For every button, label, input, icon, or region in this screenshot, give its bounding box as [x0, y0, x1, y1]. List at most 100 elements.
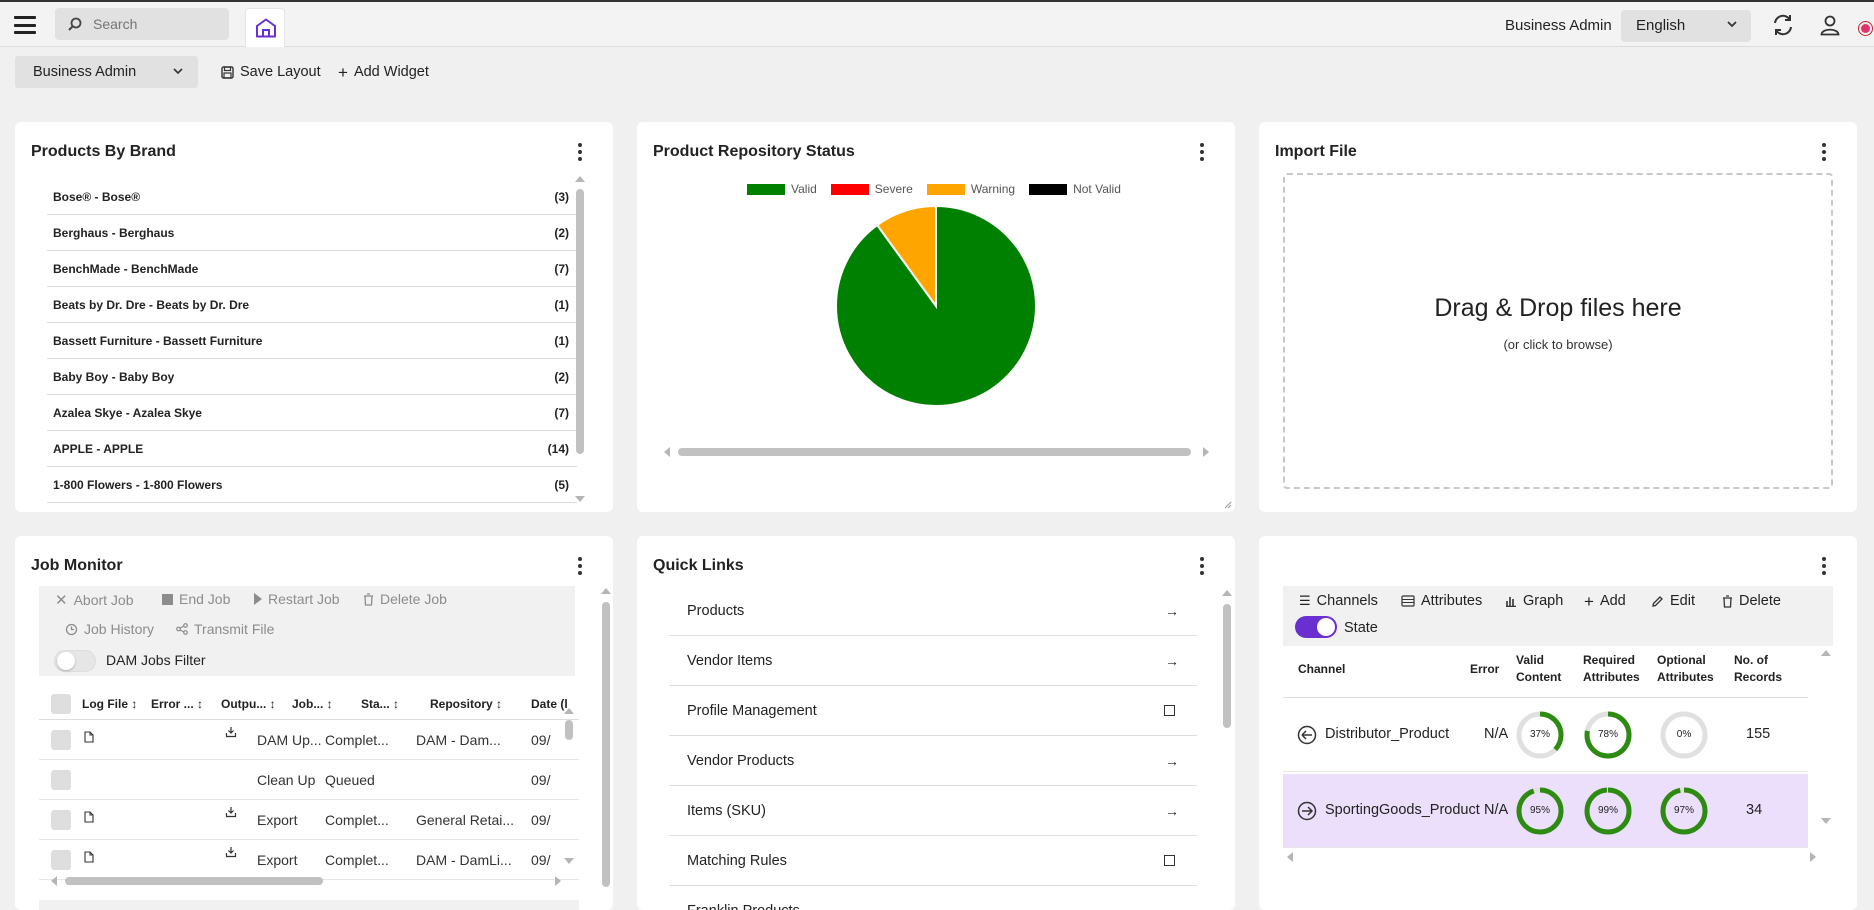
- row-checkbox[interactable]: [51, 770, 71, 790]
- file-icon[interactable]: [84, 811, 94, 823]
- row-checkbox[interactable]: [51, 810, 71, 830]
- vertical-scrollbar[interactable]: [564, 708, 574, 868]
- layout-select[interactable]: Business Admin: [15, 56, 198, 88]
- kebab-menu-icon[interactable]: [577, 557, 583, 578]
- minus-circle-icon[interactable]: [1297, 725, 1317, 745]
- vertical-scrollbar[interactable]: [1222, 590, 1232, 890]
- restart-job-button[interactable]: Restart Job: [254, 591, 340, 607]
- horizontal-scrollbar[interactable]: [664, 447, 1209, 457]
- table-row[interactable]: SportingGoods_Product N/A 95% 99% 97% 34: [1283, 774, 1808, 848]
- delete-button[interactable]: Delete: [1722, 593, 1781, 609]
- table-row[interactable]: DAM Up... Complet... DAM - Dam... 09/: [39, 720, 579, 760]
- column-header-date[interactable]: Date (l: [531, 697, 568, 711]
- file-dropzone[interactable]: Drag & Drop files here (or click to brow…: [1283, 173, 1833, 489]
- home-tab[interactable]: [245, 8, 285, 47]
- widget-vertical-scrollbar[interactable]: [601, 588, 611, 888]
- add-widget-button[interactable]: + Add Widget: [338, 64, 429, 81]
- add-button[interactable]: + Add: [1584, 593, 1626, 610]
- quick-link-item[interactable]: Franklin Products →: [669, 886, 1197, 910]
- attributes-button[interactable]: Attributes: [1401, 593, 1482, 609]
- scroll-up-arrow[interactable]: [601, 588, 611, 594]
- channels-button[interactable]: ☰ Channels: [1299, 593, 1378, 609]
- state-toggle[interactable]: [1295, 616, 1337, 638]
- search-input[interactable]: [93, 14, 223, 34]
- brand-list-item[interactable]: Beats by Dr. Dre - Beats by Dr. Dre (1): [47, 287, 577, 323]
- download-icon[interactable]: [225, 806, 237, 818]
- select-all-checkbox[interactable]: [51, 694, 71, 714]
- kebab-menu-icon[interactable]: [577, 143, 583, 164]
- brand-list-item[interactable]: Berghaus - Berghaus (2): [47, 215, 577, 251]
- scrollbar-thumb[interactable]: [576, 189, 584, 454]
- scroll-left-arrow[interactable]: [1287, 852, 1293, 862]
- quick-link-item[interactable]: Vendor Items →: [669, 636, 1197, 686]
- column-header-log-file[interactable]: Log File ↕: [82, 697, 138, 711]
- legend-item[interactable]: Not Valid: [1029, 182, 1121, 196]
- scroll-up-arrow[interactable]: [575, 176, 585, 182]
- search-box[interactable]: [55, 8, 229, 40]
- scrollbar-thumb[interactable]: [565, 720, 573, 740]
- vertical-scrollbar[interactable]: [1821, 650, 1831, 830]
- column-header-error[interactable]: Error ... ↕: [151, 697, 204, 711]
- scroll-left-arrow[interactable]: [664, 447, 670, 457]
- scroll-down-arrow[interactable]: [564, 858, 574, 864]
- brand-list-item[interactable]: Baby Boy - Baby Boy (2): [47, 359, 577, 395]
- scroll-down-arrow[interactable]: [575, 496, 585, 502]
- legend-item[interactable]: Warning: [926, 182, 1015, 196]
- scroll-left-arrow[interactable]: [51, 876, 57, 886]
- refresh-icon[interactable]: [1771, 14, 1795, 36]
- column-header-repository[interactable]: Repository ↕: [430, 697, 503, 711]
- edit-button[interactable]: Edit: [1651, 593, 1695, 609]
- graph-button[interactable]: Graph: [1505, 593, 1563, 609]
- pie-slice-warning[interactable]: [875, 204, 937, 310]
- scrollbar-thumb[interactable]: [1223, 604, 1231, 728]
- delete-job-button[interactable]: Delete Job: [363, 591, 447, 607]
- end-job-button[interactable]: End Job: [162, 591, 230, 607]
- brand-list-item[interactable]: BenchMade - BenchMade (7): [47, 251, 577, 287]
- scroll-up-arrow[interactable]: [564, 708, 574, 714]
- quick-link-item[interactable]: Profile Management: [669, 686, 1197, 736]
- arrow-circle-icon[interactable]: [1297, 801, 1317, 821]
- scrollbar-thumb[interactable]: [678, 448, 1191, 456]
- brand-list-item[interactable]: APPLE - APPLE (14): [47, 431, 577, 467]
- column-header-job[interactable]: Job... ↕: [292, 697, 333, 711]
- scroll-down-arrow[interactable]: [1821, 818, 1831, 824]
- menu-icon[interactable]: [14, 16, 36, 34]
- horizontal-scrollbar[interactable]: [1287, 852, 1817, 862]
- row-checkbox[interactable]: [51, 850, 71, 870]
- quick-link-item[interactable]: Products →: [669, 586, 1197, 636]
- brand-list-item[interactable]: Azalea Skye - Azalea Skye (7): [47, 395, 577, 431]
- notification-dot[interactable]: [1861, 24, 1870, 33]
- horizontal-scrollbar[interactable]: [51, 876, 561, 886]
- brand-list-item[interactable]: Bassett Furniture - Bassett Furniture (1): [47, 323, 577, 359]
- table-row[interactable]: Clean Up Queued 09/: [39, 760, 579, 800]
- scroll-right-arrow[interactable]: [1203, 447, 1209, 457]
- dam-jobs-filter-toggle[interactable]: [54, 650, 96, 672]
- user-icon[interactable]: [1819, 14, 1841, 36]
- scroll-right-arrow[interactable]: [1810, 852, 1816, 862]
- save-layout-button[interactable]: Save Layout: [221, 64, 321, 80]
- scroll-right-arrow[interactable]: [555, 876, 561, 886]
- job-history-button[interactable]: Job History: [65, 621, 154, 637]
- brand-list-item[interactable]: 1-800 Flowers - 1-800 Flowers (5): [47, 467, 577, 503]
- kebab-menu-icon[interactable]: [1199, 143, 1205, 164]
- file-icon[interactable]: [84, 731, 94, 743]
- row-checkbox[interactable]: [51, 730, 71, 750]
- quick-link-item[interactable]: Items (SKU) →: [669, 786, 1197, 836]
- kebab-menu-icon[interactable]: [1199, 557, 1205, 578]
- download-icon[interactable]: [225, 726, 237, 738]
- scroll-up-arrow[interactable]: [1222, 590, 1232, 596]
- table-row[interactable]: Distributor_Product N/A 37% 78% 0% 155: [1283, 698, 1808, 772]
- kebab-menu-icon[interactable]: [1821, 557, 1827, 578]
- abort-job-button[interactable]: ✕ Abort Job: [55, 591, 134, 609]
- scroll-up-arrow[interactable]: [1821, 650, 1831, 656]
- table-row[interactable]: Export Complet... DAM - DamLi... 09/: [39, 840, 579, 880]
- column-header-status[interactable]: Sta... ↕: [361, 697, 400, 711]
- quick-link-item[interactable]: Vendor Products →: [669, 736, 1197, 786]
- scrollbar-thumb[interactable]: [65, 877, 323, 885]
- transmit-file-button[interactable]: Transmit File: [176, 621, 274, 637]
- quick-link-item[interactable]: Matching Rules: [669, 836, 1197, 886]
- download-icon[interactable]: [225, 846, 237, 858]
- column-header-output[interactable]: Outpu... ↕: [221, 697, 276, 711]
- legend-item[interactable]: Valid: [747, 182, 817, 196]
- table-row[interactable]: Export Complet... General Retai... 09/: [39, 800, 579, 840]
